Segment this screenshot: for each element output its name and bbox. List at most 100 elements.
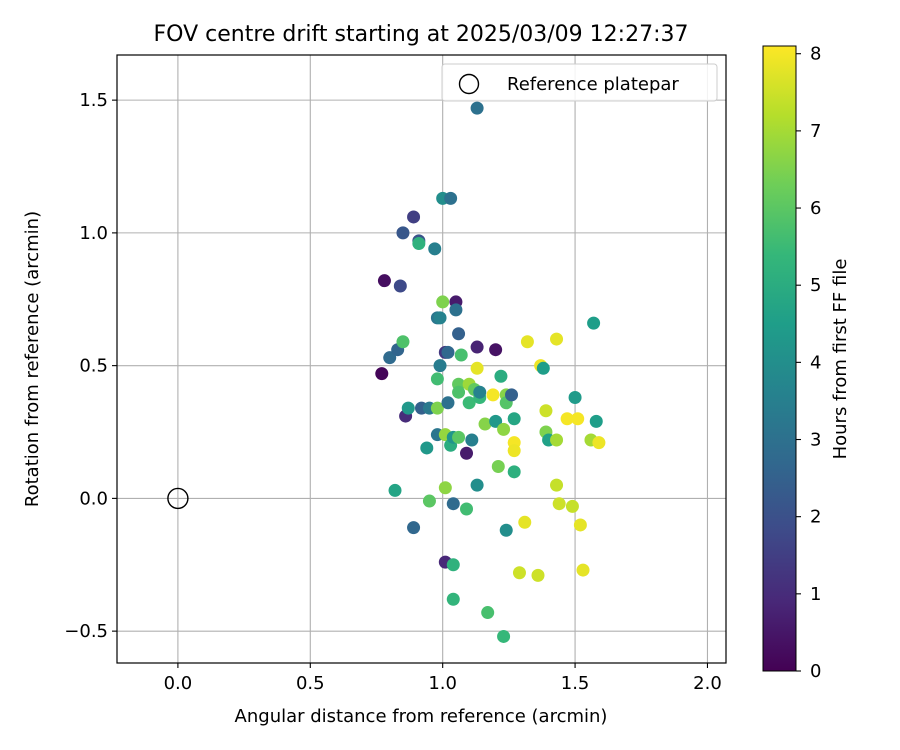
data-point [576, 563, 590, 577]
legend: Reference platepar [441, 63, 718, 102]
data-point [550, 433, 564, 447]
data-point [396, 226, 410, 240]
data-point [396, 335, 410, 349]
data-point [539, 404, 553, 418]
y-axis-label: Rotation from reference (arcmin) [22, 211, 43, 507]
colorbar-tick-label: 7 [810, 121, 821, 142]
data-point [592, 436, 606, 450]
data-point [444, 191, 458, 205]
data-point [430, 372, 444, 386]
data-point [494, 369, 508, 383]
data-point [491, 460, 505, 474]
data-point [489, 343, 503, 357]
y-tick-label: −0.5 [64, 621, 108, 642]
legend-entry-reference: Reference platepar [507, 74, 679, 95]
x-tick-label: 1.5 [561, 673, 590, 694]
data-point [401, 401, 415, 415]
data-point [375, 367, 389, 381]
data-point [470, 478, 484, 492]
data-point [499, 523, 513, 537]
data-point [438, 481, 452, 495]
data-point [478, 417, 492, 431]
data-point [497, 629, 511, 643]
data-point [568, 390, 582, 404]
colorbar-tick-label: 1 [810, 584, 821, 605]
data-point [507, 465, 521, 479]
colorbar-tick-label: 5 [810, 275, 821, 296]
y-axis-ticks: −0.5 0.0 0.5 1.0 1.5 [64, 90, 117, 642]
data-point [571, 412, 585, 426]
data-point [518, 515, 532, 529]
data-point [505, 388, 519, 402]
data-point [489, 414, 503, 428]
data-point [589, 414, 603, 428]
data-point [446, 592, 460, 606]
data-point [550, 332, 564, 346]
data-point [441, 396, 455, 410]
x-tick-label: 1.0 [428, 673, 457, 694]
data-point [420, 441, 434, 455]
data-point [587, 316, 601, 330]
data-point [446, 558, 460, 572]
data-point [520, 335, 534, 349]
colorbar: 0 1 2 3 4 5 6 7 8 Hours from first FF file [762, 44, 851, 682]
data-point [462, 396, 476, 410]
data-point [446, 497, 460, 511]
data-point [507, 444, 521, 458]
y-tick-label: 0.0 [79, 488, 108, 509]
plot-background [117, 55, 726, 663]
y-tick-label: 0.5 [79, 356, 108, 377]
data-point [512, 566, 526, 580]
data-point [470, 340, 484, 354]
colorbar-tick-label: 8 [810, 44, 821, 65]
x-tick-label: 0.5 [296, 673, 325, 694]
data-point [449, 303, 463, 317]
data-point [433, 359, 447, 373]
data-point [573, 518, 587, 532]
data-point [486, 388, 500, 402]
data-point [470, 101, 484, 115]
colorbar-tick-label: 4 [810, 352, 821, 373]
data-point [565, 499, 579, 513]
data-point [452, 385, 466, 399]
x-tick-label: 2.0 [693, 673, 722, 694]
data-point [422, 494, 436, 508]
data-point [383, 351, 397, 365]
y-tick-label: 1.0 [79, 223, 108, 244]
data-point [430, 401, 444, 415]
data-point [452, 430, 466, 444]
colorbar-tick-label: 3 [810, 430, 821, 451]
data-point [433, 311, 447, 325]
data-point [507, 412, 521, 426]
colorbar-tick-label: 2 [810, 507, 821, 528]
x-axis-label: Angular distance from reference (arcmin) [235, 706, 608, 727]
y-tick-label: 1.5 [79, 90, 108, 111]
data-point [436, 295, 450, 309]
reference-point [167, 487, 189, 510]
data-point [460, 446, 474, 460]
data-point [497, 422, 511, 436]
data-point [550, 478, 564, 492]
colorbar-ticks: 0 1 2 3 4 5 6 7 8 [796, 44, 821, 682]
data-point [531, 568, 545, 582]
data-point [473, 385, 487, 399]
data-point [460, 502, 474, 516]
plot-frame [116, 54, 727, 664]
data-point [470, 361, 484, 375]
chart-title: FOV centre drift starting at 2025/03/09 … [154, 22, 689, 47]
data-point [377, 274, 391, 288]
legend-box [441, 63, 718, 102]
data-point [481, 606, 495, 620]
data-point [452, 327, 466, 341]
x-tick-label: 0.0 [164, 673, 193, 694]
data-point [536, 361, 550, 375]
data-point [393, 279, 407, 293]
data-point [407, 521, 421, 535]
x-axis-ticks: 0.0 0.5 1.0 1.5 2.0 [164, 663, 722, 694]
data-point [552, 497, 566, 511]
data-point [428, 242, 442, 256]
data-point [388, 483, 402, 497]
data-point [441, 345, 455, 359]
colorbar-tick-label: 6 [810, 198, 821, 219]
